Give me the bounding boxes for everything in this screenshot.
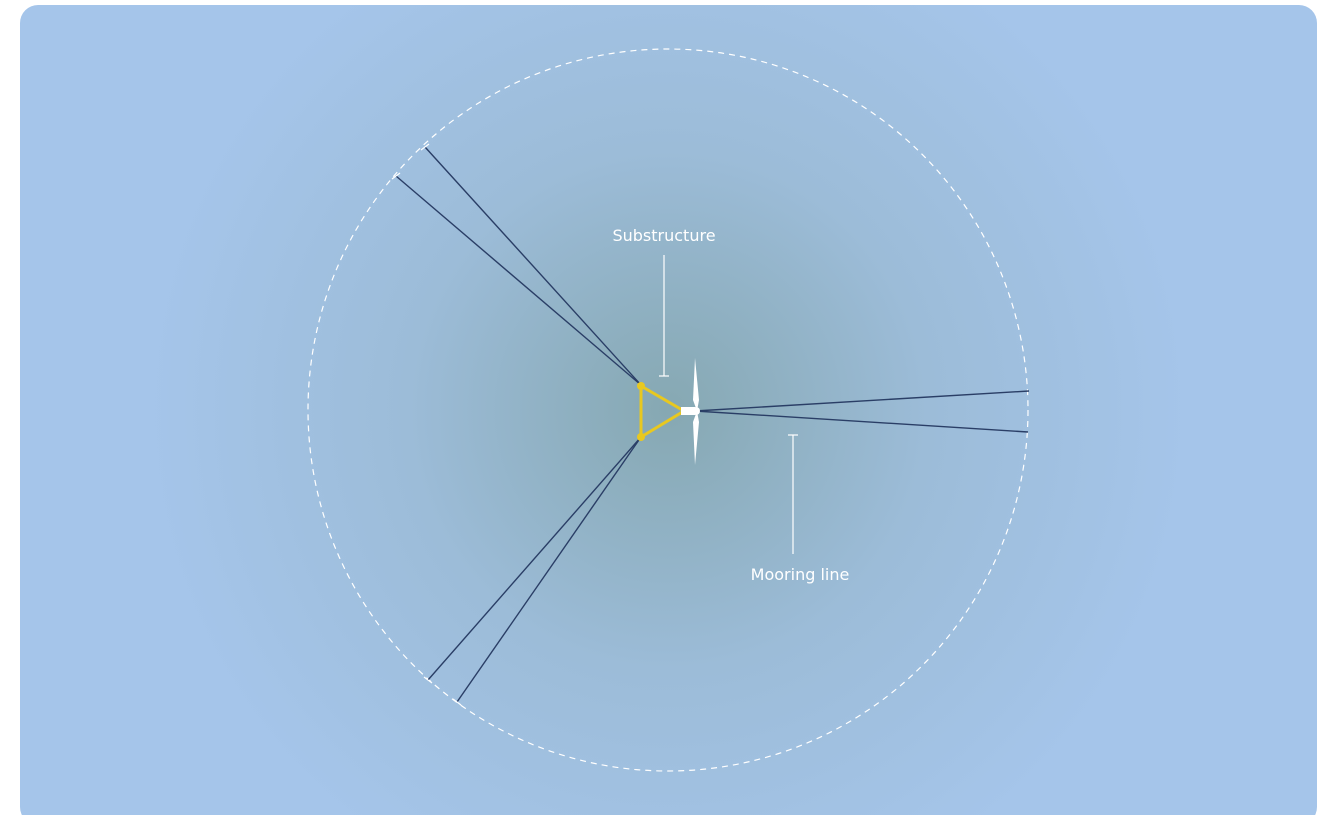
anchor-tick: [423, 676, 433, 684]
mooring-lines: [395, 146, 1030, 703]
boundary-circle: [307, 48, 1029, 772]
mooring-line: [424, 146, 642, 386]
label: Substructure: [612, 226, 715, 245]
column: [637, 382, 645, 390]
anchor-ticks: [391, 143, 462, 706]
mooring-line: [694, 410, 1029, 433]
nacelle: [681, 407, 695, 415]
blade: [693, 358, 699, 411]
background-panel: [20, 5, 1317, 815]
anchor-tick: [452, 698, 462, 706]
mooring-line: [427, 436, 642, 681]
anchor-tick: [391, 172, 401, 180]
mooring-line: [694, 390, 1030, 412]
mooring-line: [395, 175, 642, 386]
substructure: [637, 358, 700, 465]
column: [637, 433, 645, 441]
platform-frame: [639, 383, 687, 440]
callouts: [659, 255, 798, 554]
hub: [692, 407, 700, 415]
label: Mooring line: [751, 565, 850, 584]
mooring-line: [456, 436, 642, 703]
anchor-tick: [420, 143, 430, 151]
blade: [693, 411, 699, 465]
